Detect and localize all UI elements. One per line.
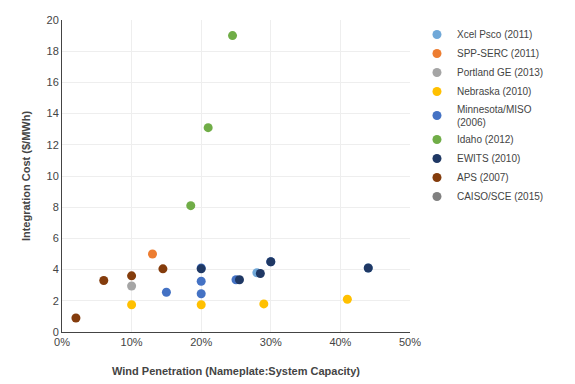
svg-text:2: 2: [53, 295, 59, 307]
svg-text:50%: 50%: [399, 336, 421, 348]
svg-text:Portland GE (2013): Portland GE (2013): [457, 67, 543, 78]
svg-text:Idaho (2012): Idaho (2012): [457, 134, 514, 145]
svg-text:16: 16: [47, 76, 59, 88]
svg-text:18: 18: [47, 45, 59, 57]
svg-text:Minnesota/MISO(2006): Minnesota/MISO(2006): [457, 104, 532, 128]
svg-text:8: 8: [53, 201, 59, 213]
svg-text:10: 10: [47, 170, 59, 182]
svg-text:CAISO/SCE (2015): CAISO/SCE (2015): [457, 191, 543, 202]
svg-text:EWITS (2010): EWITS (2010): [457, 153, 520, 164]
svg-text:0%: 0%: [54, 336, 70, 348]
svg-text:Wind Penetration (Nameplate:Sy: Wind Penetration (Nameplate:System Capac…: [112, 365, 360, 377]
svg-text:4: 4: [53, 263, 59, 275]
svg-text:12: 12: [47, 139, 59, 151]
svg-text:20: 20: [47, 14, 59, 26]
svg-text:14: 14: [47, 107, 59, 119]
svg-text:6: 6: [53, 232, 59, 244]
svg-text:20%: 20%: [190, 336, 212, 348]
svg-text:Integration Cost ($/MWh): Integration Cost ($/MWh): [20, 111, 32, 241]
svg-text:SPP-SERC (2011): SPP-SERC (2011): [457, 48, 539, 59]
svg-text:40%: 40%: [329, 336, 351, 348]
svg-text:APS (2007): APS (2007): [457, 172, 509, 183]
svg-text:Xcel Psco (2011): Xcel Psco (2011): [457, 29, 532, 40]
svg-text:10%: 10%: [121, 336, 143, 348]
svg-text:0: 0: [53, 326, 59, 338]
svg-text:Nebraska (2010): Nebraska (2010): [457, 86, 531, 97]
svg-text:30%: 30%: [260, 336, 282, 348]
